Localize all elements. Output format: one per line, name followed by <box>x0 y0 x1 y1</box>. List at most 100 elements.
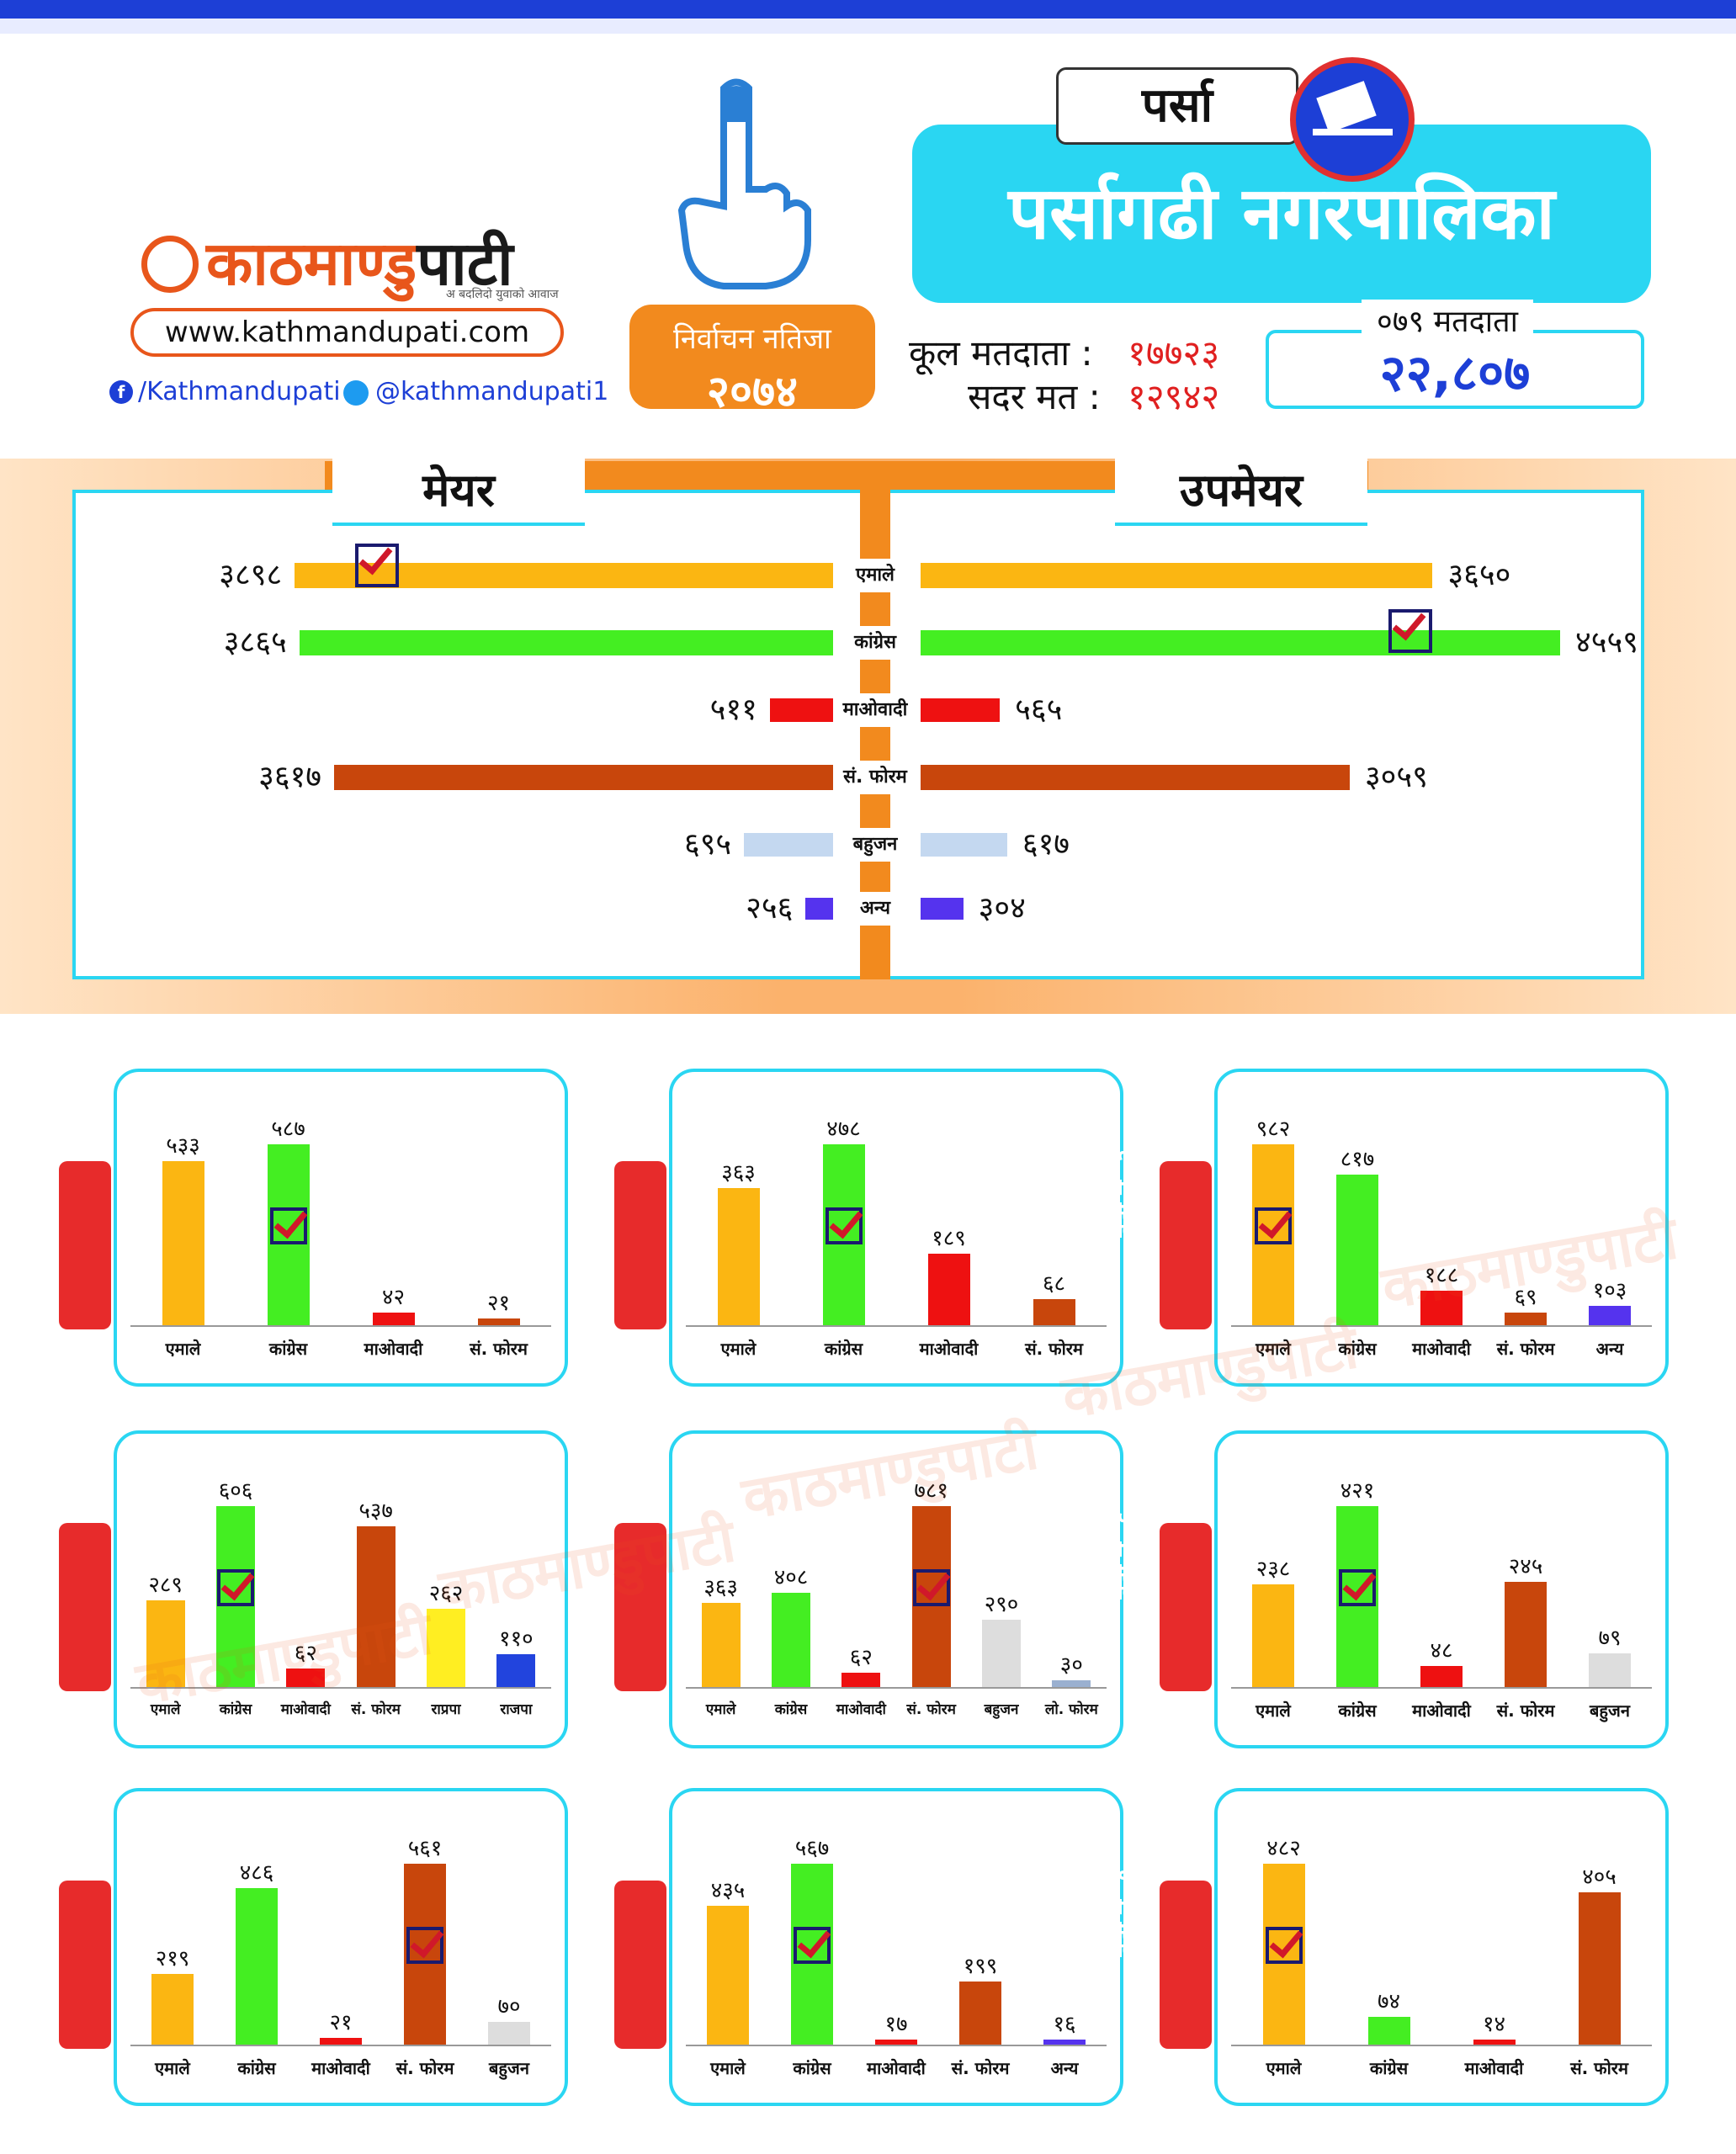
ward-8-bar-3 <box>959 1981 1001 2045</box>
logo-icon <box>141 236 199 293</box>
mayor-bar-1 <box>299 630 841 655</box>
ward-4-bar-2 <box>286 1669 326 1687</box>
ward-8-winner-check <box>794 1927 831 1965</box>
ward-6-value-4: ७९ <box>1598 1625 1622 1651</box>
ward-4-bar-3 <box>356 1526 396 1687</box>
party-label-0: एमाले <box>833 559 917 592</box>
ward-7-category-4: बहुजन <box>489 2058 529 2078</box>
ward-card-6 <box>1214 1430 1669 1748</box>
ward-8-bar-0 <box>707 1906 749 2045</box>
ward-7-value-0: २१९ <box>155 1946 190 1972</box>
ward-5-category-5: लो. फोरम <box>1044 1701 1098 1718</box>
twitter-handle[interactable]: @kathmandupati1 <box>375 377 609 406</box>
ballot-box-icon <box>1290 57 1415 182</box>
result-box-line2: २०७४ <box>706 367 799 417</box>
ward-1-value-1: ५८७ <box>271 1117 305 1142</box>
ward-8-category-0: एमाले <box>710 2058 746 2078</box>
ward-9-bar-3 <box>1578 1892 1621 2045</box>
total-voters-value: १७७२३ <box>1128 332 1220 374</box>
ward-1-value-0: ५३३ <box>166 1133 200 1159</box>
ward-9-bar-2 <box>1473 2039 1516 2045</box>
voters-079-box <box>1266 330 1644 409</box>
ward-1-baseline <box>130 1325 551 1327</box>
ward-3-category-0: एमाले <box>1256 1339 1291 1359</box>
ward-7-value-4: ७० <box>497 1994 521 2020</box>
ward-5-value-1: ४०८ <box>773 1564 809 1590</box>
ward-3-bar-1 <box>1336 1175 1378 1325</box>
ward-5-bar-4 <box>982 1620 1021 1687</box>
voters-079-value: २२,८०७ <box>1379 344 1531 403</box>
mayor-bar-4 <box>744 833 841 857</box>
mayor-value-4: ६९५ <box>683 827 732 862</box>
mayor-winner-check <box>355 544 399 587</box>
ward-7-category-2: माओवादी <box>311 2058 370 2078</box>
mayor-bar-2 <box>769 698 841 722</box>
logo-part2: पाटी <box>417 228 513 299</box>
ward-5-category-2: माओवादी <box>836 1701 886 1718</box>
mayor-value-3: ३६१७ <box>258 760 322 794</box>
mayor-header: मेयर <box>332 459 585 526</box>
ward-3-winner-check <box>1255 1207 1292 1245</box>
ward-2-category-1: कांग्रेस <box>824 1339 863 1359</box>
top-color-bar <box>0 0 1736 19</box>
ward-2-winner-check <box>825 1207 863 1245</box>
ward-1-winner-check <box>269 1207 307 1245</box>
ward-5-value-0: ३६३ <box>703 1575 738 1601</box>
ward-2-category-2: माओवादी <box>919 1339 979 1359</box>
ward-4-bar-4 <box>427 1609 465 1687</box>
ward-label-6: वडा नं. ६ <box>1112 1510 1142 1600</box>
ward-8-value-1: ५६७ <box>794 1836 830 1861</box>
ward-6-winner-check <box>1339 1569 1376 1607</box>
ward-6-value-3: २४५ <box>1508 1553 1543 1579</box>
ward-7-bar-4 <box>488 2022 530 2045</box>
ward-3-baseline <box>1231 1325 1652 1327</box>
logo-tagline: अ बदलिदो युवाको आवाज <box>446 288 559 301</box>
ward-4-value-5: ११० <box>499 1626 534 1652</box>
ward-card-7 <box>114 1788 568 2106</box>
ward-1-value-2: ४२ <box>381 1284 406 1310</box>
ward-5-category-0: एमाले <box>705 1701 736 1718</box>
facebook-handle[interactable]: /Kathmandupati <box>138 377 341 406</box>
ward-3-value-4: १०३ <box>1592 1278 1627 1304</box>
mayor-value-2: ५११ <box>709 692 757 727</box>
total-voters-label: कूल मतदाता : <box>909 332 1093 374</box>
party-label-4: बहुजन <box>833 828 917 862</box>
ward-9-value-3: ४०५ <box>1582 1865 1617 1891</box>
district-name: पर्सा <box>1056 67 1298 145</box>
ward-7-category-1: कांग्रेस <box>237 2058 276 2078</box>
ward-7-value-3: ५६१ <box>407 1836 443 1861</box>
deputy-value-0: ३६५० <box>1447 558 1511 592</box>
deputy-bar-4 <box>921 833 1007 857</box>
ward-6-category-3: सं. फोरम <box>1496 1700 1555 1721</box>
ward-8-bar-4 <box>1043 2039 1086 2045</box>
ward-6-bar-0 <box>1252 1584 1294 1687</box>
website-url[interactable]: www.kathmandupati.com <box>130 308 564 357</box>
ward-2-value-3: ६८ <box>1042 1271 1066 1297</box>
facebook-icon: f <box>109 380 133 404</box>
ward-8-bar-2 <box>875 2039 917 2045</box>
election-result-box: निर्वाचन नतिजा २०७४ <box>629 305 875 417</box>
ward-8-category-3: सं. फोरम <box>951 2058 1010 2078</box>
deputy-winner-check <box>1388 609 1432 653</box>
ward-3-value-0: ९८२ <box>1256 1117 1291 1142</box>
ward-2-value-1: ४७८ <box>826 1117 861 1142</box>
ward-2-value-2: १८९ <box>932 1225 966 1251</box>
ward-4-value-4: २६२ <box>428 1581 464 1607</box>
ward-4-bar-0 <box>146 1600 185 1687</box>
ward-label-1: वडा नं. १ <box>12 1149 41 1238</box>
ward-7-value-2: २१ <box>329 2009 353 2035</box>
deputy-value-5: ३०४ <box>978 891 1026 926</box>
ward-4-value-1: ६०६ <box>218 1478 253 1504</box>
ward-1-bar-2 <box>372 1312 415 1325</box>
ward-9-value-1: ७४ <box>1377 1988 1401 2014</box>
valid-votes-value: १२९४२ <box>1128 376 1220 417</box>
deputy-value-2: ५६५ <box>1015 692 1063 727</box>
deputy-bar-2 <box>921 698 1001 722</box>
ward-2-baseline <box>686 1325 1107 1327</box>
ward-3-value-1: ८१७ <box>1340 1147 1375 1173</box>
ward-5-category-4: बहुजन <box>984 1701 1019 1718</box>
ward-3-bar-2 <box>1420 1290 1463 1325</box>
ward-2-category-0: एमाले <box>720 1339 757 1359</box>
ward-tab-8: वडा नं. ८ <box>567 1868 666 2049</box>
ward-5-value-3: ७८१ <box>914 1478 948 1504</box>
